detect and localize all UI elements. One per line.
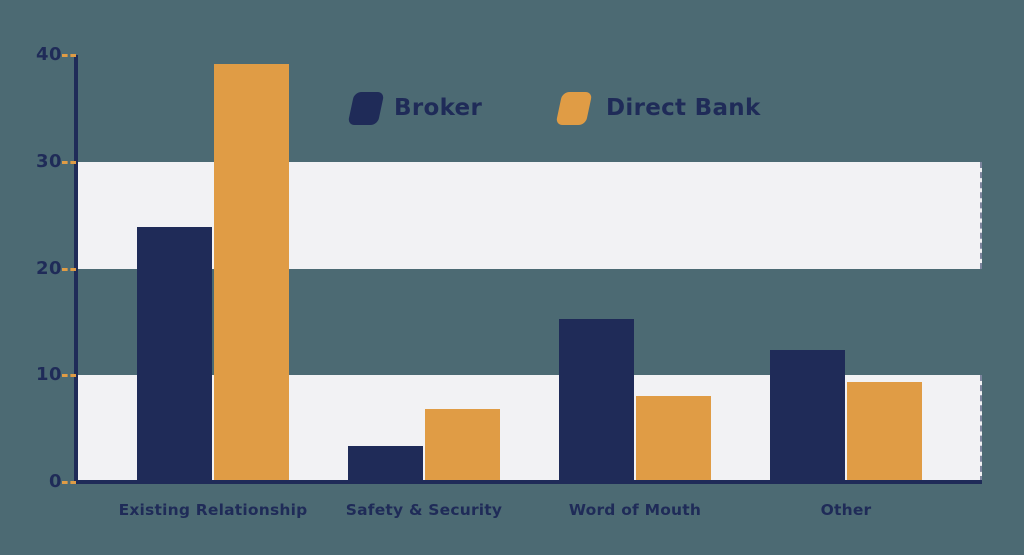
x-axis-category-label: Other bbox=[820, 501, 872, 519]
bar-broker-word-of-mouth bbox=[559, 318, 634, 482]
bar-direct-bank-existing-relationship bbox=[214, 63, 289, 482]
legend-label-direct-bank: Direct Bank bbox=[606, 95, 761, 121]
legend-label-broker: Broker bbox=[394, 95, 483, 121]
x-axis-category-label: Safety & Security bbox=[345, 501, 503, 519]
y-axis-tick-label: 10 bbox=[35, 364, 62, 386]
chart-legend: Broker Direct Bank bbox=[0, 92, 1024, 125]
x-axis-category-label: Word of Mouth bbox=[568, 501, 702, 519]
y-axis-tick-mark bbox=[62, 160, 76, 164]
bar-direct-bank-word-of-mouth bbox=[636, 395, 711, 482]
legend-swatch-broker bbox=[347, 92, 385, 125]
y-axis-line bbox=[74, 55, 78, 484]
y-axis-tick-label: 40 bbox=[35, 44, 62, 65]
y-axis-tick-label: 0 bbox=[48, 471, 62, 492]
y-axis-tick-mark bbox=[62, 374, 76, 378]
x-axis-line bbox=[74, 480, 982, 484]
bar-broker-safety-security bbox=[348, 445, 423, 482]
y-axis-tick-label: 20 bbox=[35, 257, 62, 279]
y-axis-tick-mark bbox=[62, 481, 76, 484]
bar-broker-existing-relationship bbox=[137, 226, 212, 482]
bar-broker-other bbox=[770, 349, 845, 482]
background-stripe-band bbox=[77, 161, 982, 269]
y-axis-tick-label: 30 bbox=[35, 150, 62, 172]
legend-swatch-direct-bank bbox=[555, 92, 593, 125]
y-axis-tick-mark bbox=[62, 267, 76, 271]
bar-direct-bank-safety-security bbox=[425, 409, 500, 482]
x-axis-category-label: Existing Relationship bbox=[118, 501, 308, 519]
bar-direct-bank-other bbox=[847, 381, 922, 482]
y-axis-tick-mark bbox=[62, 54, 76, 57]
